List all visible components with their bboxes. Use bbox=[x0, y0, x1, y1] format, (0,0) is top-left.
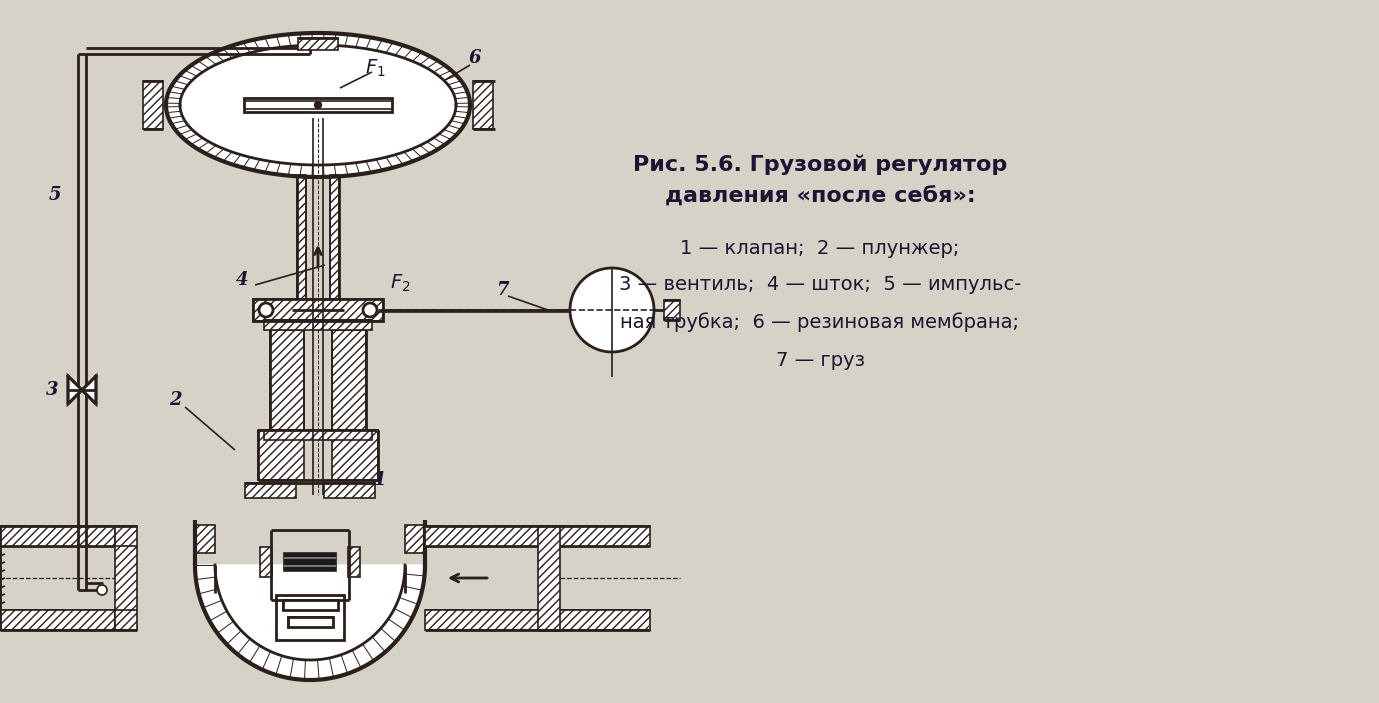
Bar bbox=[425, 526, 650, 546]
Bar bbox=[245, 483, 296, 498]
Bar bbox=[276, 595, 343, 640]
Bar bbox=[288, 617, 332, 627]
Bar bbox=[244, 98, 392, 112]
Polygon shape bbox=[165, 33, 470, 177]
Bar bbox=[296, 175, 306, 310]
Bar bbox=[324, 483, 375, 498]
Polygon shape bbox=[194, 565, 425, 680]
Text: 5: 5 bbox=[48, 186, 61, 204]
Bar bbox=[263, 320, 372, 330]
Text: $F_2$: $F_2$ bbox=[390, 272, 410, 294]
Bar bbox=[425, 610, 650, 630]
Bar bbox=[194, 525, 215, 553]
Circle shape bbox=[314, 101, 321, 108]
Bar bbox=[258, 430, 303, 480]
Text: 4: 4 bbox=[236, 271, 248, 289]
Bar bbox=[330, 175, 339, 310]
Bar bbox=[284, 553, 336, 571]
Bar bbox=[405, 525, 425, 553]
Bar bbox=[283, 600, 338, 610]
Text: 2: 2 bbox=[168, 391, 181, 409]
Bar bbox=[665, 300, 680, 320]
Text: 7 — груз: 7 — груз bbox=[775, 351, 865, 370]
Bar bbox=[292, 310, 343, 318]
Circle shape bbox=[97, 585, 108, 595]
Polygon shape bbox=[68, 376, 81, 404]
Text: давления «после себя»:: давления «после себя»: bbox=[665, 187, 975, 207]
Polygon shape bbox=[81, 376, 97, 404]
Bar bbox=[143, 81, 163, 129]
Bar bbox=[0, 526, 114, 546]
Bar bbox=[538, 526, 560, 630]
Bar bbox=[288, 617, 332, 627]
Bar bbox=[263, 430, 372, 440]
Bar bbox=[348, 547, 360, 577]
Text: 3 — вентиль;  4 — шток;  5 — импульс-: 3 — вентиль; 4 — шток; 5 — импульс- bbox=[619, 276, 1022, 295]
Text: 7: 7 bbox=[495, 281, 509, 299]
Text: ная трубка;  6 — резиновая мембрана;: ная трубка; 6 — резиновая мембрана; bbox=[621, 312, 1019, 332]
Bar bbox=[261, 547, 272, 577]
Circle shape bbox=[363, 303, 376, 317]
Text: 3: 3 bbox=[46, 381, 58, 399]
Bar bbox=[114, 526, 137, 630]
Bar bbox=[0, 610, 114, 630]
Bar bbox=[283, 600, 338, 610]
Bar bbox=[252, 299, 383, 321]
Bar bbox=[473, 81, 494, 129]
Text: $F_1$: $F_1$ bbox=[364, 58, 385, 79]
Bar bbox=[332, 330, 365, 430]
Circle shape bbox=[570, 268, 654, 352]
Text: 1 — клапан;  2 — плунжер;: 1 — клапан; 2 — плунжер; bbox=[680, 238, 960, 257]
Bar bbox=[332, 430, 378, 480]
Bar bbox=[270, 330, 303, 430]
Circle shape bbox=[259, 303, 273, 317]
Text: 1: 1 bbox=[374, 471, 386, 489]
Text: 6: 6 bbox=[469, 49, 481, 67]
Bar bbox=[252, 299, 383, 321]
Bar bbox=[298, 38, 338, 50]
Text: Рис. 5.6. Грузовой регулятор: Рис. 5.6. Грузовой регулятор bbox=[633, 155, 1007, 175]
